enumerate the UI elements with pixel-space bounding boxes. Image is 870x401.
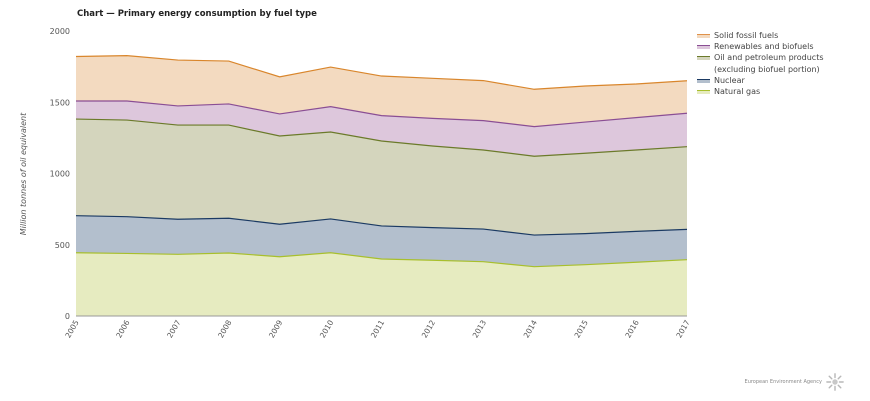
y-tick-label: 1000 [50,170,70,179]
legend-label: Solid fossil fuels [714,31,779,40]
x-tick-label: 2008 [216,318,233,339]
x-tick-label: 2012 [420,318,437,339]
legend-label: Nuclear [714,75,745,85]
x-tick-label: 2016 [623,318,640,339]
chart-title: Chart — Primary energy consumption by fu… [77,9,317,19]
y-axis-label: Million tonnes of oil equivalent [19,112,28,235]
line-renewables-and-biofuels [76,100,688,128]
chart-areas [75,55,688,316]
legend-item-solid-fossil-fuels[interactable]: Solid fossil fuels [697,30,824,41]
x-tick-label: 2011 [369,318,386,339]
area-solid-fossil-fuels [76,55,687,127]
legend-swatch-icon [697,78,710,83]
x-tick-label: 2015 [573,318,590,339]
y-tick-label: 500 [55,241,70,250]
chart-legend: Solid fossil fuels Renewables and biofue… [697,30,824,97]
line-nuclear [75,215,688,236]
legend-label-line1: Oil and petroleum products [714,53,824,63]
x-tick-label: 2014 [522,318,539,339]
y-tick-label: 2000 [50,27,70,36]
legend-swatch-icon [697,56,710,61]
legend-swatch-icon [697,90,710,95]
legend-swatch-icon [697,45,710,50]
organization-name: European Environment Agency [744,379,822,385]
area-natural-gas [76,252,687,316]
legend-label: Natural gas [714,87,761,97]
x-tick-label: 2006 [114,318,131,339]
legend-item-renewables[interactable]: Renewables and biofuels [697,41,824,52]
line-natural-gas [75,252,688,268]
x-tick-label: 2005 [63,318,80,339]
x-tick-label: 2013 [471,318,488,339]
area-renewables-and-biofuels [76,100,687,157]
legend-item-nuclear[interactable]: Nuclear [697,75,824,86]
x-tick-label: 2007 [165,318,182,339]
x-tick-label: 2010 [318,318,335,339]
x-tick-label: 2009 [267,318,284,339]
line-solid-fossil-fuels [75,55,688,90]
legend-label: Oil and petroleum products (excluding bi… [714,52,824,74]
legend-item-oil[interactable]: Oil and petroleum products (excluding bi… [697,52,824,74]
line-oil-and-petroleum-products-excluding-biofuel-portion- [75,118,688,157]
legend-label-line2: (excluding biofuel portion) [714,64,820,74]
footer-credit: European Environment Agency [745,373,844,391]
legend-label: Renewables and biofuels [714,42,814,52]
area-nuclear [76,215,687,267]
legend-swatch-icon [697,34,710,38]
y-tick-label: 1500 [50,98,70,107]
legend-item-natural-gas[interactable]: Natural gas [697,86,824,97]
area-oil-and-petroleum-products-excluding-biofuel-portion- [76,119,687,236]
x-tick-label: 2017 [674,318,691,339]
eea-sun-logo-icon [826,373,844,391]
y-tick-label: 0 [65,312,70,321]
